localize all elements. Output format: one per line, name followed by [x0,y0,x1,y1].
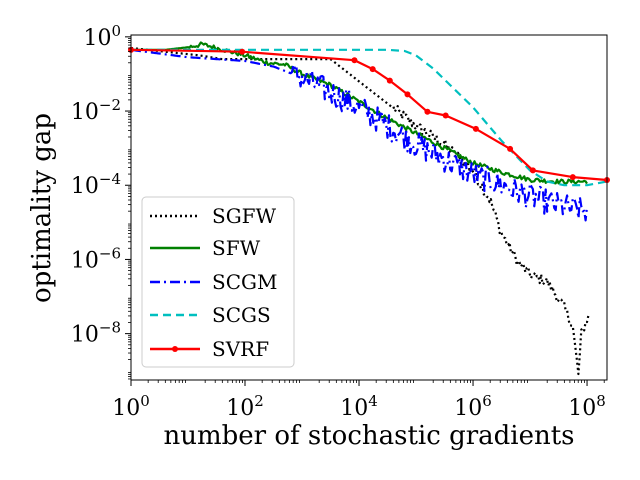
y-tick-label-2: 10−4 [71,170,121,199]
ticks-layer: 100 102 104 106 108 100 10−2 10−4 10−6 10−8 [71,22,606,421]
y-tick-label-3: 10−6 [71,244,121,273]
series-marker-svrf-9 [507,145,514,152]
series-line-scgs [131,48,608,187]
x-tick-label-3: 106 [454,392,492,421]
legend: SGFW SFW SCGM SCGS SVRF [141,196,295,368]
y-axis-label: optimality gap [27,113,57,303]
series-marker-svrf-8 [472,125,479,132]
x-tick-label-4: 108 [568,392,606,421]
series-marker-svrf-2 [351,57,358,64]
plot-frame [130,34,608,381]
series-marker-svrf-7 [442,112,449,119]
y-tick-label-0: 100 [83,22,121,51]
series-marker-svrf-1 [239,48,246,55]
x-tick-label-0: 100 [112,392,150,421]
x-axis-label: number of stochastic gradients [163,421,574,451]
series-marker-svrf-6 [424,108,431,115]
legend-marker-svrf [172,346,178,352]
x-tick-label-1: 102 [226,392,264,421]
legend-box [141,196,295,368]
legend-label-sgfw: SGFW [212,204,277,228]
series-line-scgm [130,48,589,222]
series-marker-svrf-3 [369,66,376,73]
legend-label-sfw: SFW [212,236,261,260]
series-marker-svrf-4 [386,77,393,84]
legend-label-svrf: SVRF [212,337,269,361]
series-marker-svrf-10 [529,167,536,174]
x-tick-label-2: 104 [340,392,378,421]
y-tick-label-1: 10−2 [71,96,121,125]
y-tick-label-4: 10−8 [71,319,121,348]
series-marker-svrf-11 [569,174,576,181]
legend-label-scgs: SCGS [212,303,271,327]
legend-label-scgm: SCGM [212,270,277,294]
series-marker-svrf-5 [404,91,411,98]
